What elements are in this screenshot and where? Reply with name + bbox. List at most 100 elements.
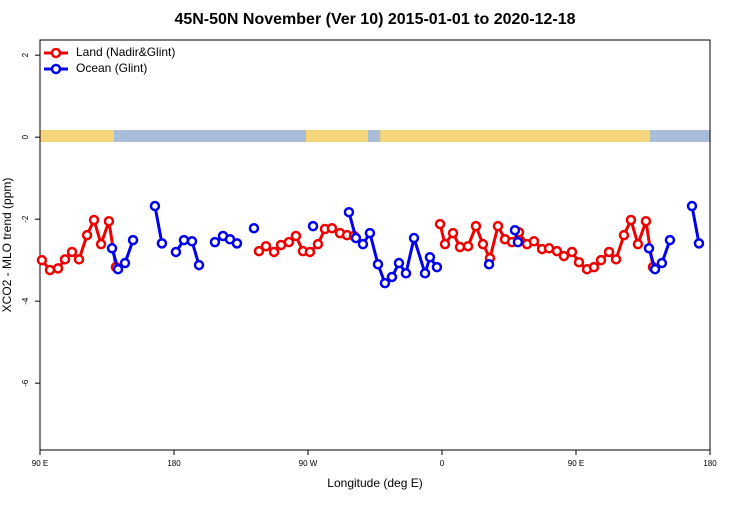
data-point <box>231 238 243 249</box>
data-point <box>477 238 489 250</box>
data-point <box>364 227 376 239</box>
data-point <box>209 236 221 248</box>
y-axis-label: XCO2 - MLO trend (ppm) <box>0 178 14 313</box>
data-point <box>551 245 563 257</box>
data-point <box>268 246 280 258</box>
data-point <box>603 246 615 258</box>
data-point <box>52 263 64 274</box>
data-point <box>248 222 260 234</box>
data-point <box>312 238 324 250</box>
x-tick-label: 180 <box>167 459 181 468</box>
data-point <box>350 232 362 244</box>
data-point <box>492 220 504 232</box>
y-tick-label: -6 <box>21 379 30 387</box>
data-point <box>424 252 436 263</box>
data-point <box>283 236 295 248</box>
data-point <box>649 263 661 275</box>
data-point <box>170 246 182 258</box>
x-tick-label: 0 <box>440 459 445 468</box>
y-tick-label: -2 <box>21 215 30 223</box>
data-point <box>66 246 78 258</box>
data-point <box>434 218 446 230</box>
data-point <box>454 241 466 253</box>
data-point <box>686 200 698 212</box>
data-point <box>357 238 369 250</box>
plot-frame <box>39 39 711 451</box>
legend-label: Land (Nadir&Glint) <box>76 45 175 59</box>
y-tick-label: 0 <box>21 134 30 139</box>
data-point <box>664 234 676 246</box>
data-point <box>439 238 451 250</box>
data-point <box>462 240 474 252</box>
legend-marker <box>50 47 62 59</box>
data-point <box>304 246 316 258</box>
data-point <box>656 257 668 269</box>
legend-label: Ocean (Glint) <box>76 61 147 75</box>
data-point <box>693 238 705 249</box>
data-point <box>95 238 107 250</box>
data-point <box>156 238 168 249</box>
data-point <box>112 263 124 275</box>
data-point <box>558 250 570 262</box>
x-tick-label: 90 E <box>568 459 584 468</box>
data-point <box>178 234 190 246</box>
data-point <box>307 220 319 232</box>
data-point <box>595 254 607 266</box>
data-point <box>119 257 131 269</box>
data-point <box>81 229 93 241</box>
land-band <box>380 130 650 142</box>
x-tick-label: 90 E <box>32 459 48 468</box>
data-point <box>88 214 100 226</box>
data-point <box>193 259 205 271</box>
data-point <box>393 257 405 269</box>
data-point <box>73 254 85 265</box>
x-axis-label: Longitude (deg E) <box>327 476 422 490</box>
y-tick-label: -4 <box>21 297 30 305</box>
data-point <box>103 215 115 227</box>
data-point <box>290 230 302 242</box>
data-point <box>447 227 459 239</box>
data-point <box>149 200 161 212</box>
data-point <box>260 240 272 252</box>
data-point <box>326 222 338 234</box>
data-point <box>566 246 578 258</box>
y-tick-label: 2 <box>21 52 30 57</box>
data-point <box>573 256 585 268</box>
data-point <box>379 277 391 289</box>
data-point <box>408 232 420 244</box>
data-point <box>343 206 355 218</box>
data-point <box>44 264 56 276</box>
data-point <box>483 259 495 270</box>
data-point <box>588 261 600 273</box>
data-point <box>400 268 412 279</box>
legend-marker <box>50 63 62 75</box>
data-point <box>625 214 637 226</box>
data-point <box>253 245 265 257</box>
data-point <box>632 238 644 250</box>
data-point <box>127 234 139 246</box>
data-point <box>509 224 521 236</box>
x-tick-label: 90 W <box>299 459 318 468</box>
chart-title: 45N-50N November (Ver 10) 2015-01-01 to … <box>174 11 575 28</box>
x-tick-label: 180 <box>703 459 717 468</box>
data-point <box>528 236 540 247</box>
map-strip <box>40 130 710 142</box>
data-point <box>618 229 630 241</box>
legend-item: Land (Nadir&Glint) <box>44 45 175 59</box>
land-band <box>306 130 368 142</box>
data-point <box>470 220 482 232</box>
data-point <box>59 254 71 265</box>
data-point <box>36 254 48 266</box>
data-point <box>512 236 524 248</box>
data-point <box>431 261 443 273</box>
data-point <box>386 271 398 283</box>
legend-item: Ocean (Glint) <box>44 61 147 75</box>
data-point <box>372 259 384 270</box>
data-point <box>186 236 198 247</box>
data-point <box>106 243 118 254</box>
data-point <box>643 243 655 254</box>
data-point <box>610 254 622 265</box>
land-band <box>40 130 114 142</box>
data-point <box>640 215 652 227</box>
